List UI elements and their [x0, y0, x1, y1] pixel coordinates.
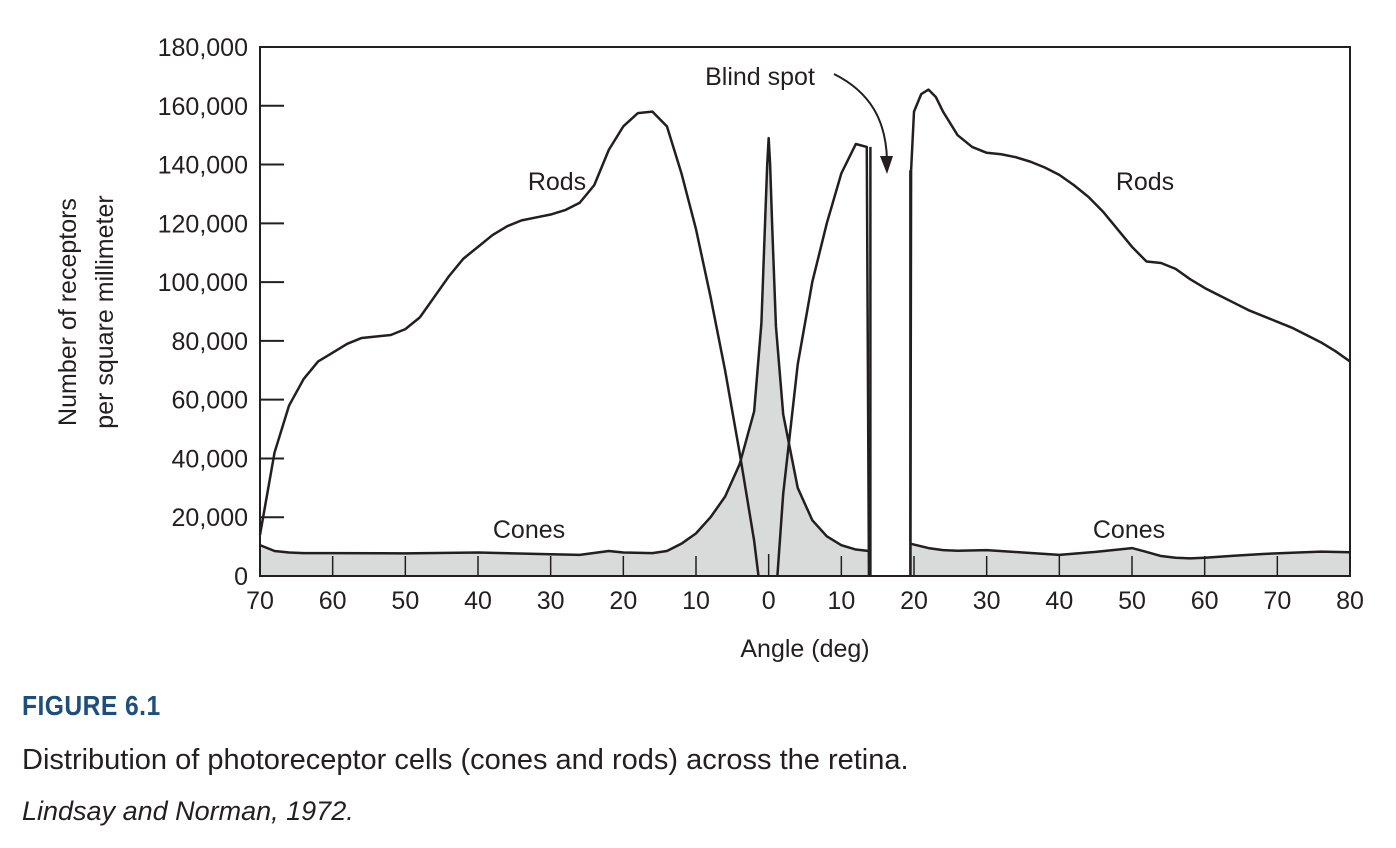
cone-area-fills	[260, 138, 1350, 576]
cones-fill-2	[910, 543, 1350, 576]
x-tick-label: 70	[246, 587, 274, 615]
x-tick-label: 50	[391, 587, 419, 615]
x-tick-label: 20	[609, 587, 637, 615]
blind-spot-gap	[871, 540, 910, 575]
y-tick-label: 120,000	[158, 210, 248, 238]
x-axis-label: Angle (deg)	[740, 635, 869, 663]
x-tick-label: 80	[1336, 587, 1364, 615]
y-tick-label: 140,000	[158, 152, 248, 180]
rods-line-2	[776, 142, 871, 577]
y-tick-label: 180,000	[158, 34, 248, 62]
cones-line-1	[259, 136, 870, 557]
x-tick-label: 10	[827, 587, 855, 615]
y-tick-labels: 0 20,000 40,000 60,000 80,000 100,000 120,000 1…	[158, 34, 248, 591]
rods-label-right: Rods	[1116, 168, 1174, 196]
x-tick-label: 20	[900, 587, 928, 615]
y-tick-label: 100,000	[158, 269, 248, 297]
blind-spot-label: Blind spot	[705, 63, 815, 91]
x-tick-label: 30	[537, 587, 565, 615]
x-tick-label: 40	[1045, 587, 1073, 615]
figure-source: Lindsay and Norman, 1972.	[22, 796, 354, 826]
photoreceptor-chart: 0 20,000 40,000 60,000 80,000 100,000 120,000 1…	[54, 34, 1364, 663]
y-tick-label: 160,000	[158, 93, 248, 121]
cones-label-right: Cones	[1093, 516, 1165, 544]
plot-frame	[259, 46, 1351, 577]
rods-line-3	[909, 88, 1351, 577]
y-tick-label: 0	[234, 563, 248, 591]
blind-spot-arrow	[833, 73, 888, 161]
series-lines	[258, 88, 1351, 577]
cones-fill-1	[260, 138, 869, 576]
x-tick-label: 60	[319, 587, 347, 615]
y-tick-label: 40,000	[172, 445, 248, 473]
x-tick-label: 70	[1263, 587, 1291, 615]
x-tick-label: 30	[973, 587, 1001, 615]
figure-number: FIGURE 6.1	[22, 690, 161, 721]
blind-spot-arrowhead	[880, 156, 893, 174]
cones-label-left: Cones	[493, 516, 565, 544]
x-tick-label: 40	[464, 587, 492, 615]
y-tick-label: 80,000	[172, 328, 248, 356]
x-tick-label: 60	[1191, 587, 1219, 615]
y-axis-label-line-2: per square millimeter	[91, 195, 119, 428]
x-tick-label: 10	[682, 587, 710, 615]
figure-caption: Distribution of photoreceptor cells (con…	[22, 744, 909, 776]
rods-line-1	[258, 110, 760, 577]
x-tick-label: 50	[1118, 587, 1146, 615]
rods-label-left: Rods	[528, 168, 586, 196]
x-tick-labels: 70 60 50 40 30 20 10 0 10 20 30 40 50 60 70 80	[246, 587, 1364, 615]
x-tick-label: 0	[762, 587, 776, 615]
cones-line-2	[910, 542, 1351, 560]
y-tick-label: 20,000	[172, 504, 248, 532]
y-tick-label: 60,000	[172, 387, 248, 415]
y-axis-label-line-1: Number of receptors	[54, 198, 82, 426]
